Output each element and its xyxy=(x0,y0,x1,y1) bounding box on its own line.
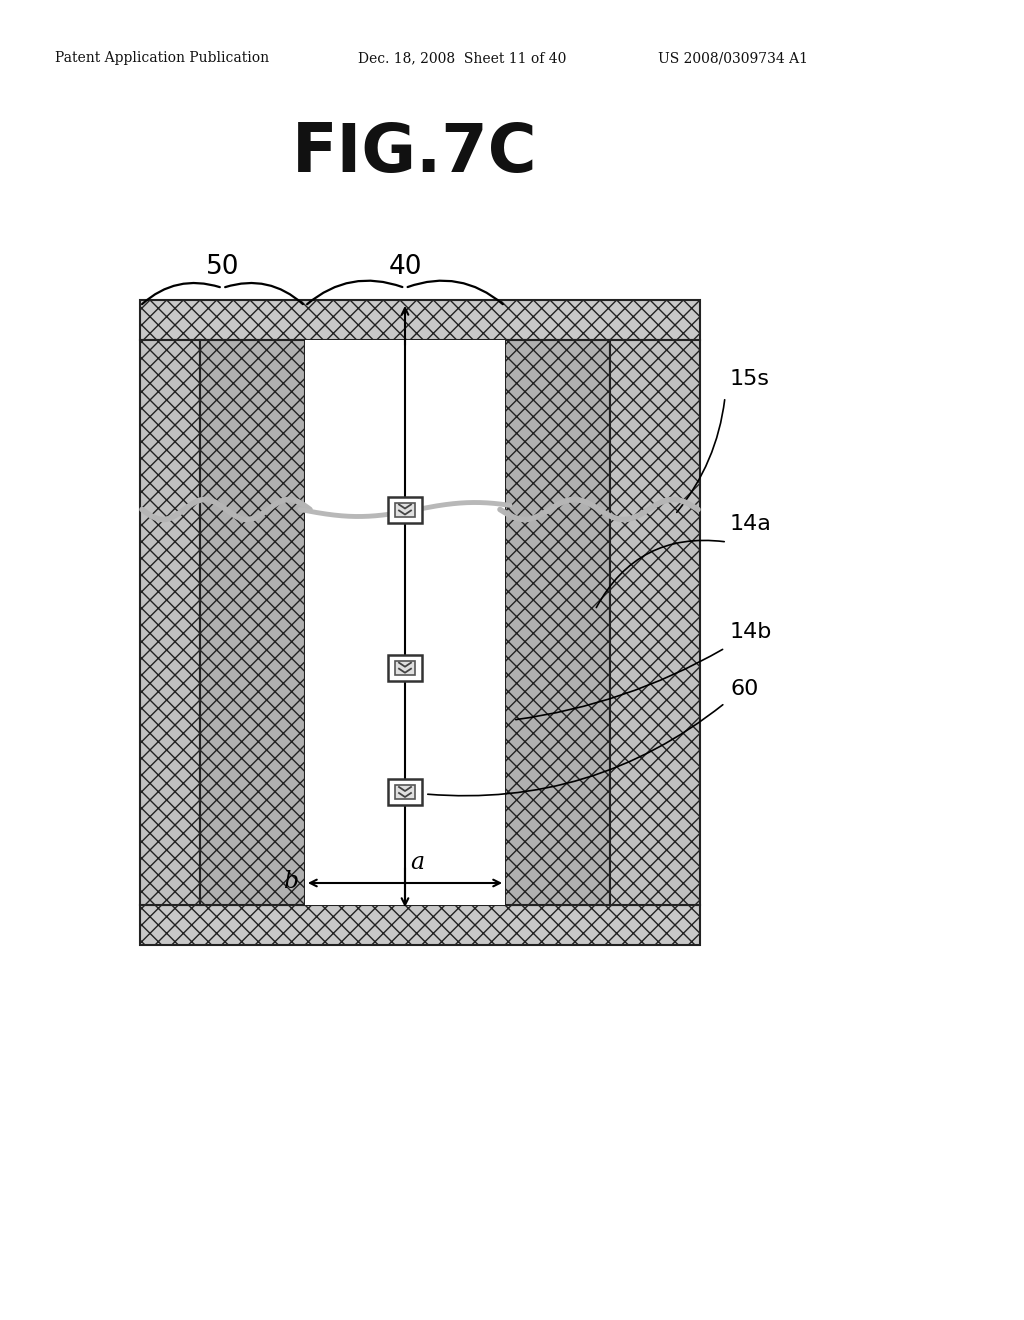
Text: 40: 40 xyxy=(388,253,422,280)
Bar xyxy=(395,503,415,516)
Text: 14b: 14b xyxy=(730,622,772,642)
Bar xyxy=(200,341,305,906)
Bar xyxy=(395,661,415,675)
Text: 60: 60 xyxy=(730,678,759,700)
Bar xyxy=(140,906,700,945)
Bar xyxy=(305,341,505,906)
Text: Dec. 18, 2008  Sheet 11 of 40: Dec. 18, 2008 Sheet 11 of 40 xyxy=(358,51,566,65)
Bar xyxy=(505,341,610,906)
Bar xyxy=(388,496,422,523)
Bar xyxy=(395,785,415,799)
Bar xyxy=(610,341,700,906)
Text: 15s: 15s xyxy=(730,370,770,389)
Text: 14a: 14a xyxy=(730,513,772,535)
Bar xyxy=(388,655,422,681)
Bar xyxy=(388,779,422,805)
Bar xyxy=(140,341,200,906)
Text: 50: 50 xyxy=(206,253,240,280)
Text: Patent Application Publication: Patent Application Publication xyxy=(55,51,269,65)
Text: b: b xyxy=(284,870,299,894)
Text: a: a xyxy=(410,851,424,874)
Text: US 2008/0309734 A1: US 2008/0309734 A1 xyxy=(658,51,808,65)
Text: FIG.7C: FIG.7C xyxy=(292,120,538,186)
Bar xyxy=(140,300,700,341)
